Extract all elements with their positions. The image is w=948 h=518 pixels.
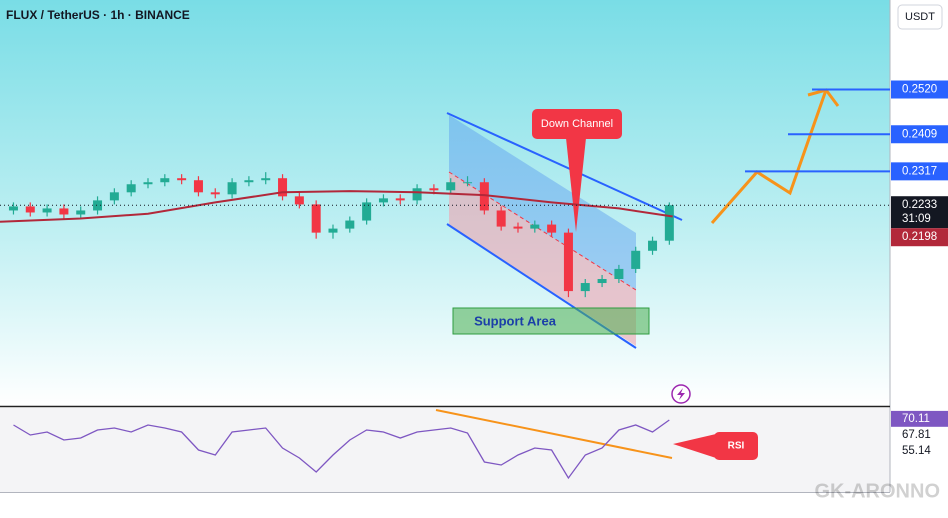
- candle-body: [496, 210, 506, 227]
- candle-body: [160, 178, 170, 183]
- price-label: 0.2409: [902, 128, 937, 140]
- candle-body: [143, 182, 153, 185]
- candle-body: [362, 202, 372, 221]
- candle-body: [580, 283, 590, 292]
- rsi-label-box: [891, 426, 948, 443]
- channel-upper-line: [446, 112, 683, 221]
- candle-body: [547, 224, 557, 233]
- candle-body: [8, 206, 18, 211]
- last-price-box: [891, 196, 948, 229]
- candle-body: [261, 178, 271, 181]
- ma-label: 0.2198: [902, 231, 937, 243]
- candle-body: [429, 188, 439, 191]
- callout-box: [532, 109, 622, 139]
- alert-bolt: [677, 388, 685, 400]
- candle-body: [513, 226, 523, 229]
- candle-body: [463, 182, 473, 184]
- candle-body: [93, 200, 103, 211]
- candle-body: [648, 240, 658, 251]
- candle-body: [345, 220, 355, 229]
- price-label: 0.2520: [902, 84, 937, 96]
- candle-body: [193, 180, 203, 193]
- rsi-label: 67.81: [902, 429, 931, 441]
- rsi-callout-box: [714, 432, 758, 460]
- price-label-box: [891, 125, 948, 144]
- projection-path: [710, 89, 828, 224]
- series-line: [0, 190, 673, 223]
- candle-body: [311, 204, 321, 233]
- candle-body: [446, 182, 456, 191]
- rsi-label-box: [891, 442, 948, 459]
- rsi-callout-label: RSI: [728, 441, 745, 452]
- candle-body: [614, 268, 624, 279]
- price-pane: [0, 0, 890, 406]
- ma-label-box: [891, 228, 948, 247]
- support-area: [452, 307, 650, 335]
- rsi-callout-pointer: [673, 434, 716, 458]
- candle-body: [395, 198, 405, 201]
- callout-pointer: [566, 138, 586, 232]
- currency-label: USDT: [905, 11, 935, 23]
- candle-body: [210, 192, 220, 195]
- channel-upper-fill: [449, 115, 636, 290]
- candle-body: [563, 232, 573, 292]
- candle-body: [631, 250, 641, 269]
- candle-body: [294, 196, 304, 205]
- candle-body: [530, 224, 540, 229]
- candle-body: [109, 192, 119, 201]
- candle-body: [59, 208, 69, 215]
- candle-body: [328, 228, 338, 233]
- watermark: GK-ARONNO: [814, 480, 940, 502]
- candle-body: [664, 205, 674, 241]
- candle-body: [42, 208, 52, 213]
- marks: [0, 88, 890, 480]
- candle-body: [278, 178, 288, 197]
- candle-body: [25, 206, 35, 213]
- candle-body: [227, 182, 237, 195]
- rsi-label: 70.11: [902, 413, 930, 425]
- countdown-label: 31:09: [902, 213, 931, 225]
- candle-body: [597, 278, 607, 284]
- channel-lower-fill: [449, 172, 636, 346]
- support-label: Support Area: [474, 313, 557, 328]
- series-line: [13, 419, 670, 480]
- price-label-box: [891, 80, 948, 99]
- price-label: 0.2317: [902, 165, 937, 177]
- candle-body: [76, 210, 86, 215]
- price-label-box: [891, 162, 948, 181]
- rsi-divergence-line: [435, 409, 673, 459]
- candle-body: [479, 182, 489, 211]
- rsi-label: 55.14: [902, 445, 931, 457]
- candle-body: [126, 184, 136, 193]
- axes: 0.2520 0.2409 0.2317 0.2233 31:09 0.2198 70.11…: [891, 80, 948, 459]
- candle-body: [244, 180, 254, 183]
- candle-body: [177, 178, 187, 181]
- drawings: Support Area Down Channel RSI: [435, 88, 840, 460]
- chart-title: FLUX / TetherUS · 1h · BINANCE: [6, 8, 190, 22]
- currency-box[interactable]: [897, 4, 943, 30]
- last-price-label: 0.2233: [902, 199, 937, 211]
- candle-body: [412, 188, 422, 201]
- candle-body: [378, 198, 388, 203]
- callout-label: Down Channel: [541, 118, 613, 130]
- rsi-label-box: [891, 410, 948, 427]
